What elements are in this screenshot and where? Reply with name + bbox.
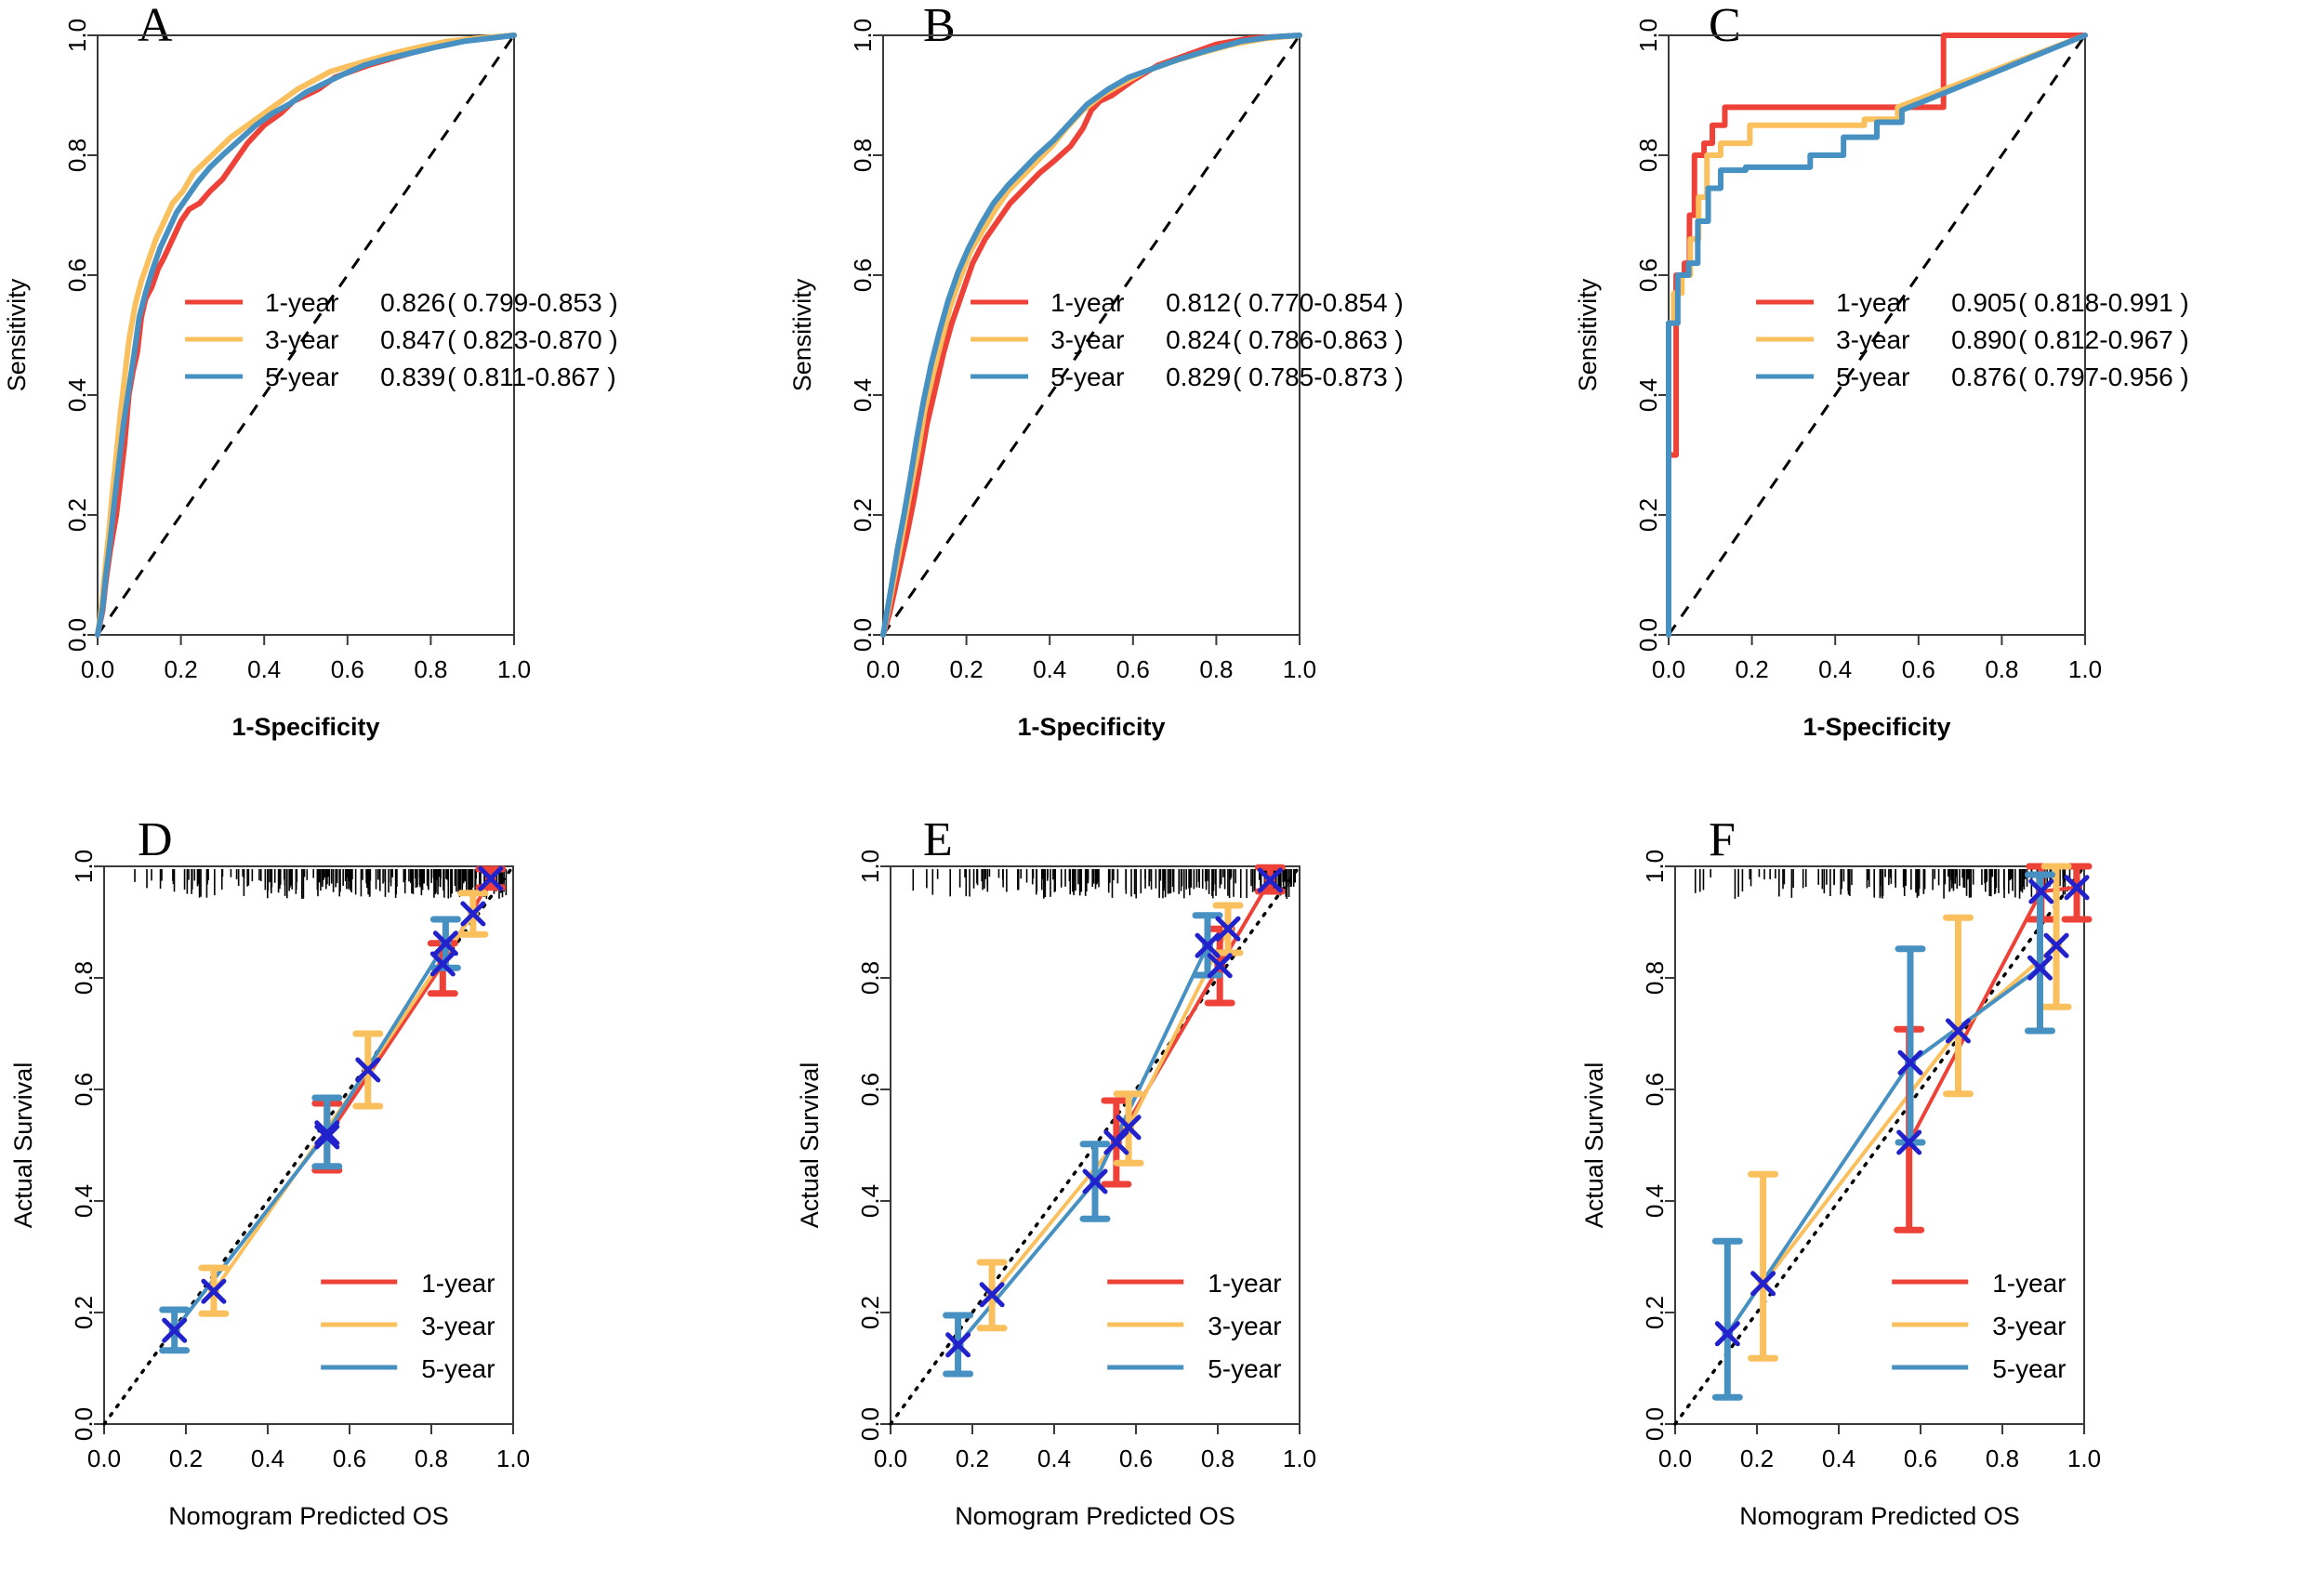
observed-x-marker	[2027, 955, 2053, 981]
observed-x-marker	[2043, 932, 2069, 958]
y-tick-label: 0.4	[1641, 1184, 1669, 1218]
calibration-line-5-year	[1725, 966, 2041, 1335]
calibration-dot	[2071, 881, 2083, 893]
calibration-dot	[2051, 940, 2063, 952]
calibration-dot	[1905, 1057, 1916, 1069]
error-bar	[2061, 863, 2093, 923]
x-tick-label: 0.8	[1986, 1445, 2019, 1472]
error-bar	[1748, 1170, 1779, 1362]
calibration-dot	[1722, 1327, 1734, 1339]
x-tick-label: 1.0	[2067, 1445, 2101, 1472]
calibration-dot	[1903, 1137, 1915, 1148]
x-tick-label: 0.6	[1904, 1445, 1937, 1472]
observed-x-marker	[1896, 1129, 1922, 1155]
calibration-dot	[2035, 886, 2047, 897]
reference-diagonal	[1673, 864, 2086, 1426]
error-bar	[2040, 863, 2072, 1010]
error-bar	[1894, 1025, 1925, 1234]
plot-frame	[1674, 865, 2085, 1425]
legend-label-3-year: 3-year	[1992, 1312, 2066, 1340]
error-bar	[1895, 945, 1926, 1146]
y-tick-label: 0.6	[1641, 1073, 1669, 1106]
y-tick-label: 0.2	[1641, 1296, 1669, 1329]
legend-label-5-year: 5-year	[1992, 1354, 2066, 1383]
observed-x-marker	[1897, 1049, 1923, 1075]
calibration-dot	[2034, 962, 2046, 974]
observed-x-marker	[1750, 1271, 1776, 1297]
panel-letter-d: D	[138, 813, 173, 866]
x-tick-label: 0.2	[1740, 1445, 1774, 1472]
calibration-line-3-year	[1762, 943, 2058, 1286]
calibration-line-1-year	[1907, 885, 2078, 1143]
error-bar	[1942, 914, 1974, 1098]
error-bar	[2026, 863, 2057, 923]
error-bar	[1711, 1237, 1743, 1401]
y-tick-label: 0.0	[1641, 1407, 1669, 1441]
y-tick-label: 1.0	[1641, 850, 1669, 883]
y-tick-label: 0.8	[1641, 961, 1669, 995]
legend-label-1-year: 1-year	[1992, 1269, 2066, 1298]
panel-letter-e: E	[923, 813, 953, 866]
observed-x-marker	[2064, 875, 2090, 901]
observed-x-marker	[1714, 1321, 1740, 1347]
x-tick-label: 0.0	[1658, 1445, 1692, 1472]
observed-x-marker	[2028, 878, 2054, 904]
error-bar	[2024, 871, 2055, 1035]
x-axis-title: Nomogram Predicted OS	[1739, 1502, 2020, 1530]
x-tick-label: 0.4	[1822, 1445, 1855, 1472]
calibration-dot	[1757, 1277, 1769, 1289]
calibration-dot	[1952, 1025, 1964, 1036]
y-axis-title: Actual Survival	[1580, 1062, 1608, 1229]
observed-x-marker	[1945, 1018, 1971, 1044]
rug-ticks	[1694, 869, 2080, 899]
panel-letter-f: F	[1709, 813, 1736, 866]
